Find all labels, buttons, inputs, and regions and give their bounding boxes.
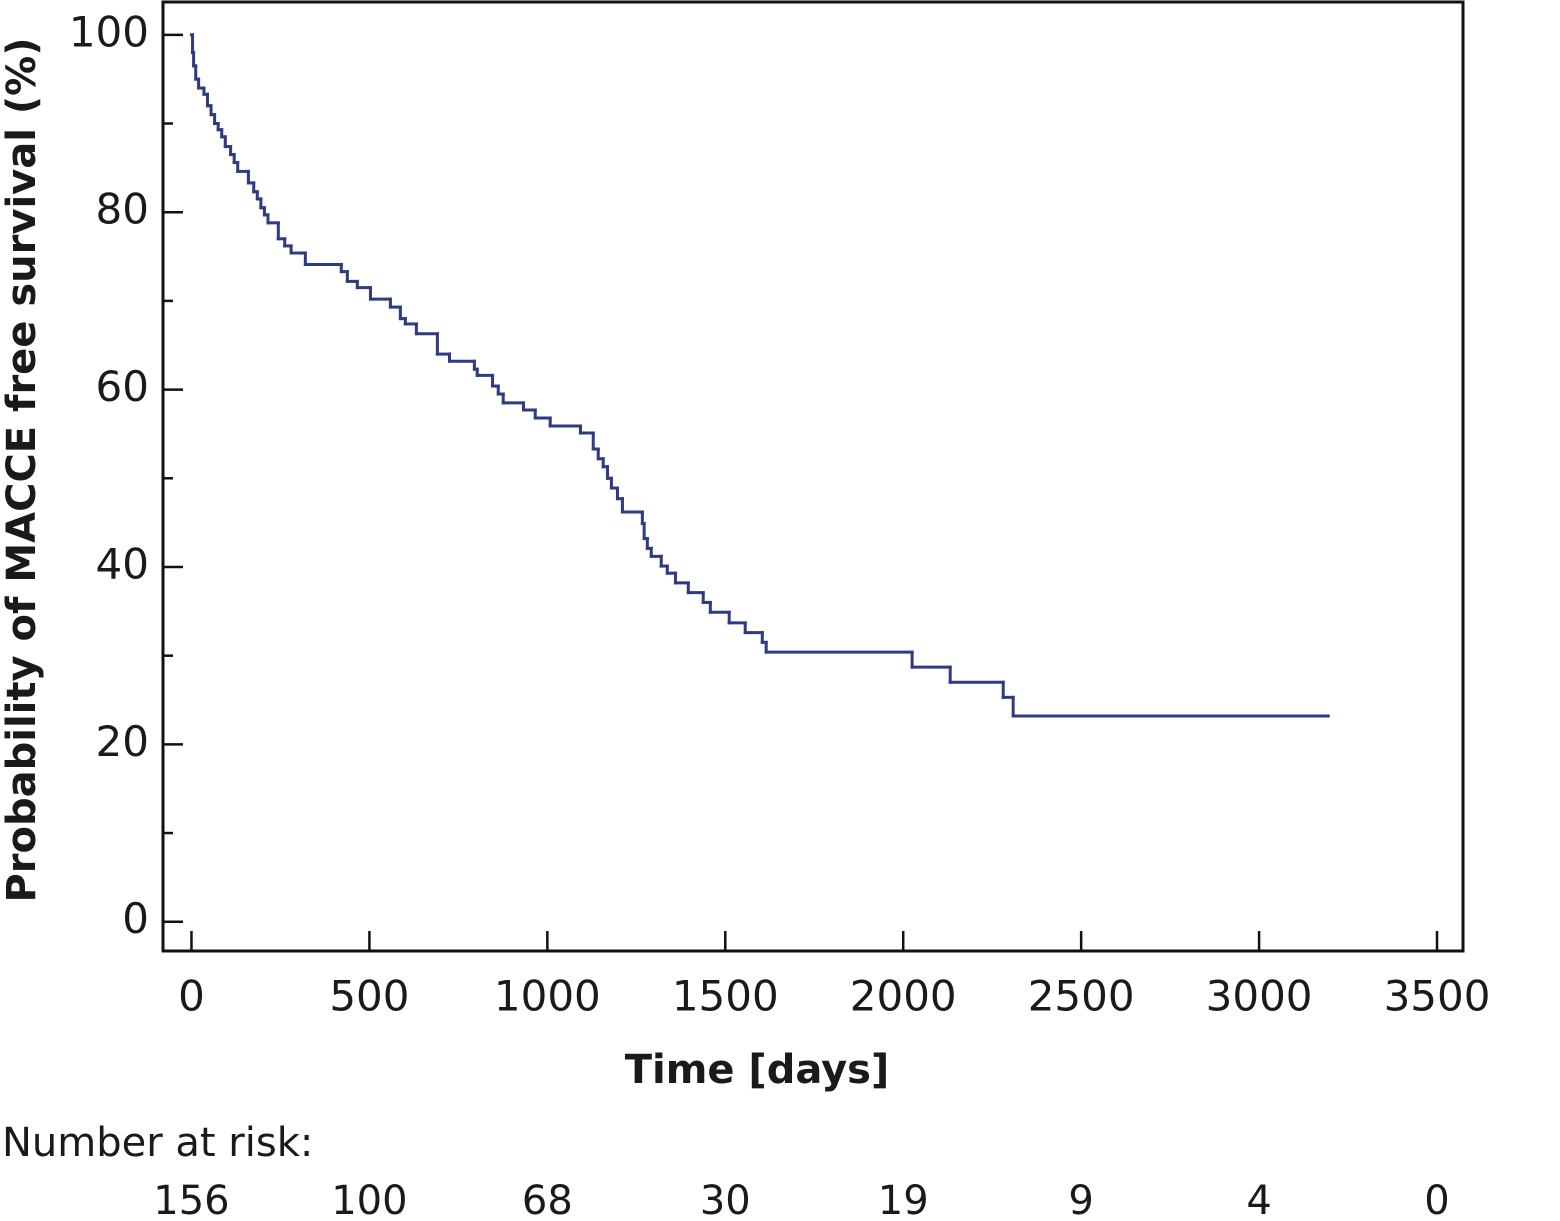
risk-count: 68 bbox=[522, 1178, 573, 1221]
x-tick-label: 500 bbox=[329, 972, 409, 1021]
plot-frame bbox=[161, 0, 1465, 953]
y-tick-label: 40 bbox=[96, 539, 149, 588]
y-axis-title: Probability of MACCE free survival (%) bbox=[0, 37, 45, 902]
y-tick-label: 80 bbox=[96, 185, 149, 234]
x-tick-label: 0 bbox=[178, 972, 205, 1021]
x-axis-title: Time [days] bbox=[625, 1047, 890, 1093]
y-tick-label: 100 bbox=[69, 7, 149, 56]
risk-title: Number at risk: bbox=[2, 1120, 313, 1166]
risk-count: 30 bbox=[700, 1178, 751, 1221]
x-tick-label: 3500 bbox=[1384, 972, 1491, 1021]
x-tick-label: 1000 bbox=[494, 972, 601, 1021]
risk-count: 19 bbox=[878, 1178, 929, 1221]
y-tick-label: 60 bbox=[96, 362, 149, 411]
risk-count: 0 bbox=[1424, 1178, 1449, 1221]
x-tick-label: 2500 bbox=[1028, 972, 1135, 1021]
x-tick-label: 1500 bbox=[672, 972, 779, 1021]
risk-count: 100 bbox=[331, 1178, 407, 1221]
risk-count: 9 bbox=[1068, 1178, 1093, 1221]
y-tick-label: 20 bbox=[96, 717, 149, 766]
risk-count: 4 bbox=[1246, 1178, 1271, 1221]
risk-count: 156 bbox=[153, 1178, 229, 1221]
y-tick-label: 0 bbox=[122, 894, 149, 943]
x-tick-label: 3000 bbox=[1206, 972, 1313, 1021]
x-tick-label: 2000 bbox=[850, 972, 957, 1021]
